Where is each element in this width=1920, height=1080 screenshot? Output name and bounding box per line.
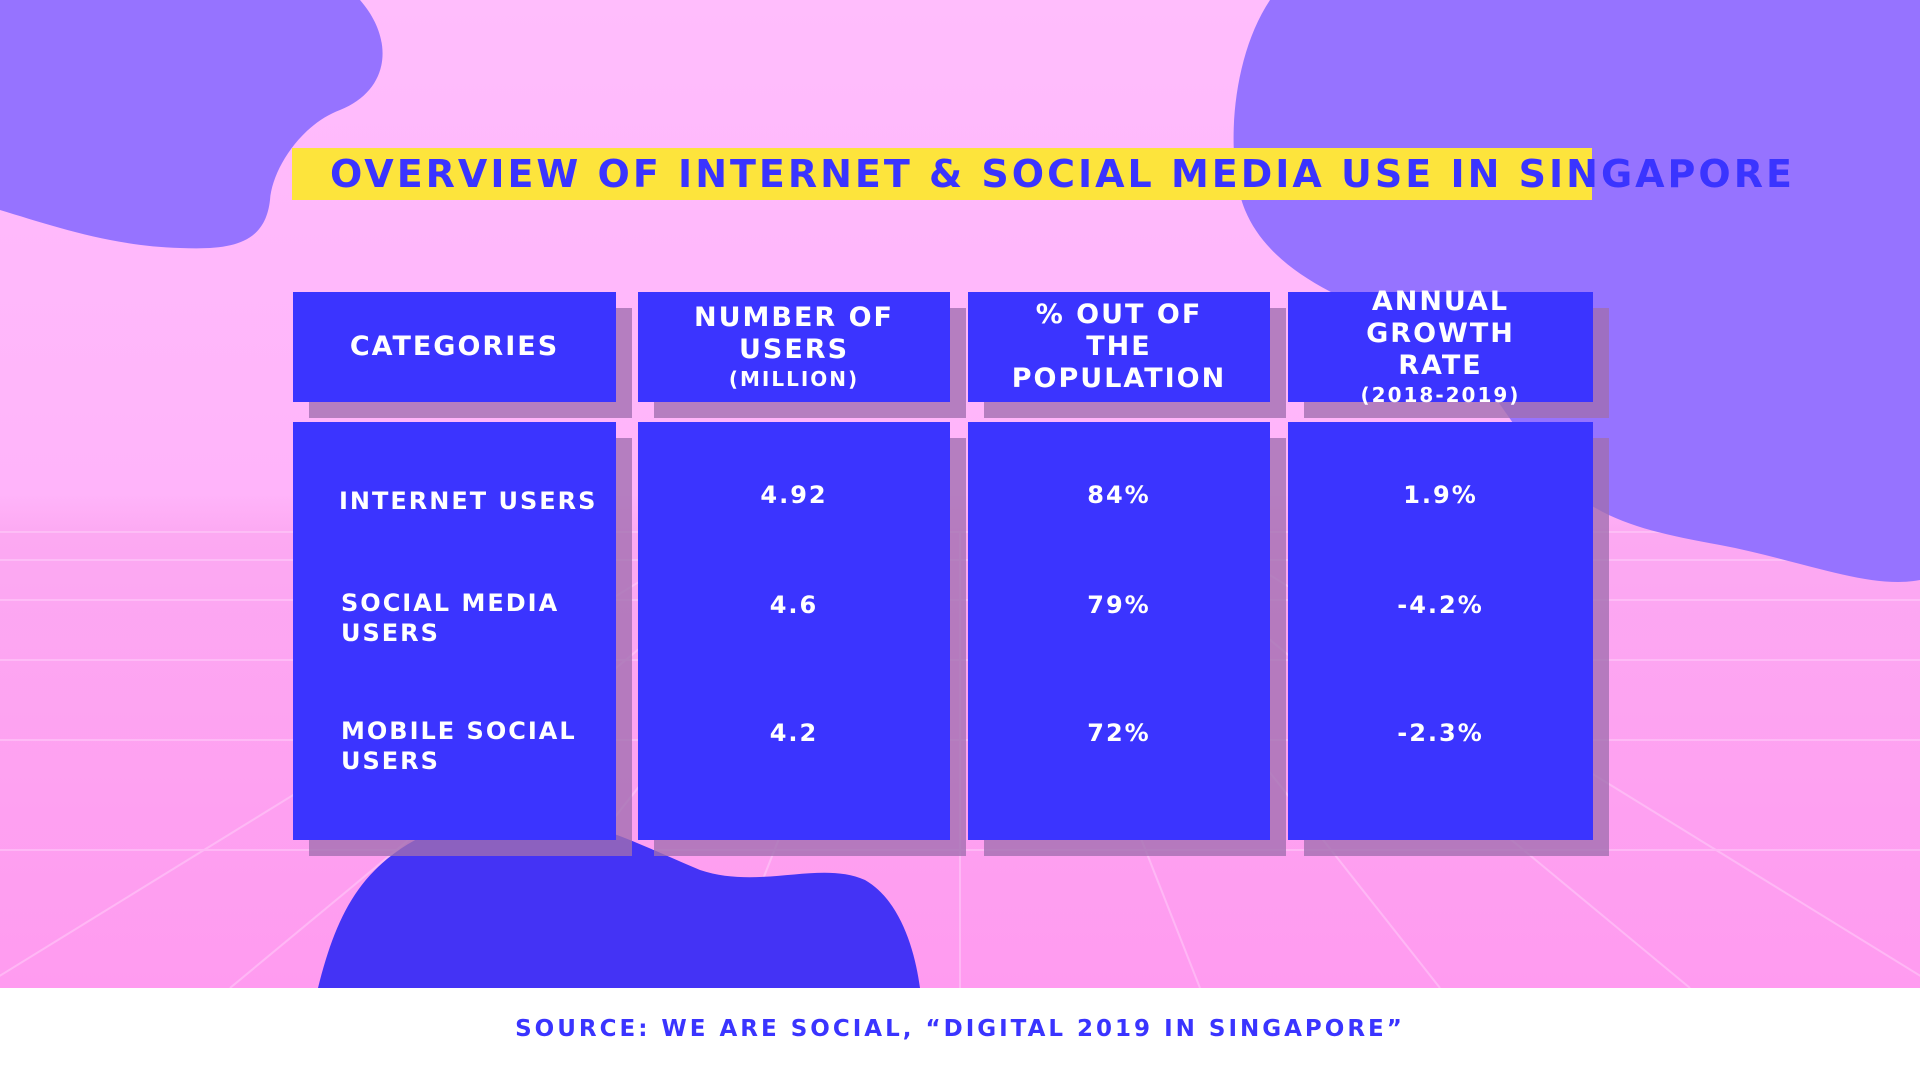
value-mobile-social-users-growth: -2.3% [1397, 719, 1484, 747]
header-growth: ANNUAL GROWTH RATE (2018-2019) [1288, 286, 1593, 407]
row-label-mobile-social-users: MOBILE SOCIAL USERS [341, 717, 577, 775]
categories-column: INTERNET USERS SOCIAL MEDIA USERS MOBILE… [293, 422, 616, 840]
blob-top-right [1233, 0, 1920, 582]
users-column: 4.92 4.6 4.2 [638, 422, 950, 840]
header-users-label: NUMBER OF USERS [694, 302, 894, 365]
header-percent: % OUT OF THE POPULATION [968, 292, 1270, 402]
header-growth-period: (2018-2019) [1360, 383, 1521, 407]
value-internet-users-percent: 84% [1087, 481, 1151, 509]
blob-top-left [0, 0, 383, 249]
value-social-media-users-growth: -4.2% [1397, 591, 1484, 619]
row-label-social-media-users: SOCIAL MEDIA USERS [341, 589, 560, 647]
header-categories: CATEGORIES [293, 292, 616, 402]
value-mobile-social-users-count: 4.2 [769, 719, 819, 747]
growth-column: 1.9% -4.2% -2.3% [1288, 422, 1593, 840]
header-users: NUMBER OF USERS (MILLION) [638, 292, 950, 402]
source-citation: SOURCE: WE ARE SOCIAL, “DIGITAL 2019 IN … [515, 1016, 1405, 1042]
grid-lines [0, 531, 1920, 988]
value-social-media-users-percent: 79% [1087, 591, 1151, 619]
percent-column: 84% 79% 72% [968, 422, 1270, 840]
blob-bottom-center [318, 815, 920, 988]
value-internet-users-count: 4.92 [760, 481, 828, 509]
value-internet-users-growth: 1.9% [1403, 481, 1478, 509]
value-mobile-social-users-percent: 72% [1087, 719, 1151, 747]
page-title: Overview of Internet & Social Media Use … [330, 152, 1795, 196]
header-categories-label: CATEGORIES [349, 331, 560, 362]
row-label-internet-users: INTERNET USERS [339, 487, 598, 515]
title-highlight [292, 148, 1592, 200]
header-percent-label: % OUT OF THE POPULATION [1011, 299, 1227, 394]
value-social-media-users-count: 4.6 [769, 591, 819, 619]
header-growth-label: ANNUAL GROWTH RATE [1366, 286, 1515, 381]
header-users-unit: (MILLION) [728, 367, 860, 391]
